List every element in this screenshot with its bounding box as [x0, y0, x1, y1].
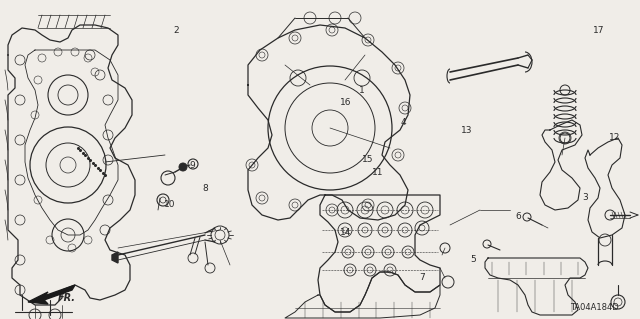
Polygon shape	[28, 285, 75, 304]
Polygon shape	[112, 252, 118, 263]
Text: 12: 12	[609, 133, 620, 142]
Text: 2: 2	[173, 26, 179, 35]
Text: 16: 16	[340, 98, 351, 107]
Text: 14: 14	[340, 228, 351, 237]
Text: FR.: FR.	[58, 293, 76, 303]
Text: 8: 8	[202, 184, 207, 193]
Text: 15: 15	[362, 155, 374, 164]
Text: 9: 9	[189, 161, 195, 170]
Text: 6: 6	[516, 212, 521, 221]
Text: TA04A184D: TA04A184D	[570, 303, 619, 313]
Text: 1: 1	[359, 86, 364, 95]
Text: 5: 5	[471, 256, 476, 264]
Text: 3: 3	[583, 193, 588, 202]
Text: 4: 4	[401, 118, 406, 127]
Text: 13: 13	[461, 126, 473, 135]
Text: 11: 11	[372, 168, 383, 177]
Circle shape	[179, 163, 187, 171]
Text: 10: 10	[164, 200, 175, 209]
Text: 7: 7	[420, 273, 425, 282]
Text: 17: 17	[593, 26, 604, 35]
